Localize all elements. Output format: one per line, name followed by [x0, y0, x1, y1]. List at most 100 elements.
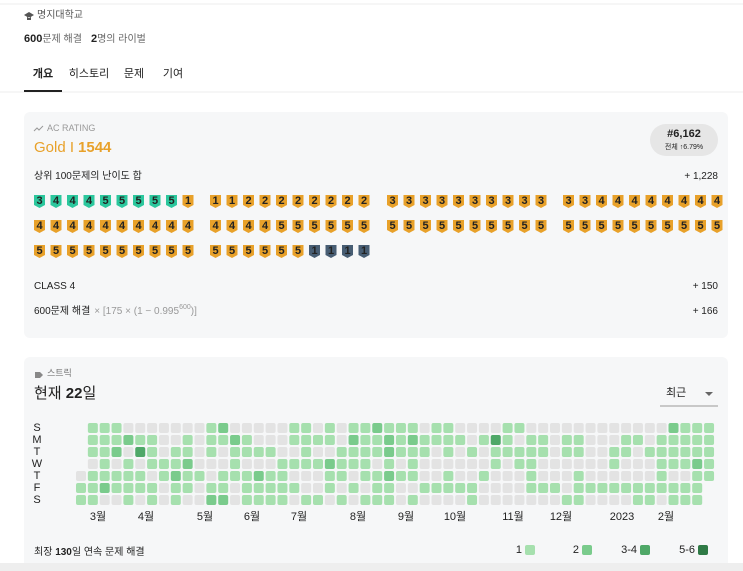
streak-cell	[431, 471, 442, 481]
tab[interactable]: 기여	[163, 67, 183, 80]
streak-cell	[170, 471, 181, 481]
streak-cell	[289, 447, 300, 457]
streak-cell	[609, 447, 620, 457]
streak-cell	[656, 459, 667, 469]
streak-cell	[324, 459, 335, 469]
tab[interactable]: 문제	[124, 67, 144, 80]
streak-cell	[621, 495, 632, 505]
day-label: W	[32, 458, 43, 470]
streak-cell	[313, 423, 323, 433]
streak-cell	[704, 423, 715, 433]
text-part: 상위 100문제의 난이도 합	[34, 169, 142, 182]
streak-cell	[478, 435, 489, 445]
streak-cell	[573, 471, 584, 481]
tier-level: 1	[361, 245, 367, 257]
tier-badge	[259, 245, 271, 258]
tab[interactable]: 히스토리	[69, 66, 109, 80]
streak-cell	[455, 423, 466, 433]
streak-cell	[147, 459, 158, 469]
streak-cell	[76, 483, 86, 493]
streak-cell	[241, 447, 252, 457]
tier-level: 5	[664, 220, 670, 232]
streak-cell	[680, 447, 691, 457]
streak-cell	[585, 471, 596, 481]
streak-cell	[158, 483, 169, 493]
tier-level: 2	[295, 195, 301, 207]
text-part: + 1,228	[684, 171, 718, 182]
tier-badge	[612, 195, 624, 208]
streak-cell	[538, 471, 549, 481]
day-label: S	[33, 494, 40, 506]
streak-cell	[597, 447, 608, 457]
streak-cell	[277, 423, 288, 433]
streak-cell	[443, 483, 454, 493]
streak-cell	[360, 471, 371, 481]
tier-level: 2	[344, 195, 350, 207]
month-label: 7월	[291, 510, 307, 523]
tier-badge	[149, 220, 161, 233]
tier-level: 1	[212, 195, 218, 207]
tier-level: 2	[311, 195, 317, 207]
tier-level: 4	[262, 220, 269, 232]
streak-cell	[692, 471, 703, 481]
month-label: 5월	[197, 510, 213, 523]
streak-cell	[395, 459, 406, 469]
month-label: 3월	[90, 510, 106, 523]
streak-cell	[550, 447, 560, 457]
tier-badge	[34, 245, 45, 258]
streak-cell	[111, 435, 122, 445]
tier-level: 3	[36, 195, 42, 207]
streak-cell	[478, 495, 489, 505]
streak-cell	[313, 471, 323, 481]
streak-cell	[87, 447, 98, 457]
dropdown-caret[interactable]	[705, 392, 713, 396]
streak-cell	[490, 483, 501, 493]
streak-cell	[502, 447, 513, 457]
streak-cell	[313, 495, 323, 505]
tier-badge	[469, 220, 481, 233]
tier-badge	[133, 220, 144, 233]
tier-badge	[342, 245, 353, 258]
tier-level: 5	[185, 245, 191, 257]
streak-cell	[704, 435, 715, 445]
tier-badge	[166, 245, 177, 258]
text-part: CLASS 4	[34, 281, 76, 292]
streak-cell	[407, 459, 418, 469]
tier-badge	[292, 245, 304, 258]
tier-badge	[711, 220, 723, 233]
streak-cell	[526, 447, 537, 457]
tab[interactable]: 개요	[33, 66, 53, 80]
tier-level: 4	[212, 220, 219, 232]
text-part: 600문제 해결	[34, 304, 90, 317]
period-select[interactable]: 최근	[666, 386, 686, 399]
tier-badge	[226, 195, 238, 208]
streak-cell	[585, 495, 596, 505]
tier-level: 5	[389, 220, 395, 232]
streak-cell	[395, 471, 406, 481]
streak-cell	[206, 423, 217, 433]
tier-level: 5	[36, 245, 42, 257]
tier-level: 2	[361, 195, 367, 207]
tier-badge	[596, 195, 607, 208]
tier-badge	[695, 195, 706, 208]
streak-cell	[182, 471, 193, 481]
tier-level: 5	[631, 220, 637, 232]
tier-level: 4	[119, 220, 126, 232]
streak-cell	[609, 459, 620, 469]
streak-cell	[111, 495, 122, 505]
streak-cell	[241, 435, 252, 445]
tier-level: 5	[505, 220, 511, 232]
streak-cell	[395, 423, 406, 433]
streak-cell	[668, 423, 679, 433]
streak-cell	[348, 471, 359, 481]
streak-cell	[443, 447, 454, 457]
streak-cell	[313, 447, 323, 457]
streak-cell	[384, 423, 395, 433]
tier-level: 4	[69, 220, 76, 232]
streak-cell	[621, 483, 632, 493]
day-label: F	[34, 482, 41, 494]
bottom-fade	[0, 563, 743, 571]
streak-cell	[680, 423, 691, 433]
tier-badge	[469, 195, 481, 208]
tier-level: 3	[565, 195, 571, 207]
